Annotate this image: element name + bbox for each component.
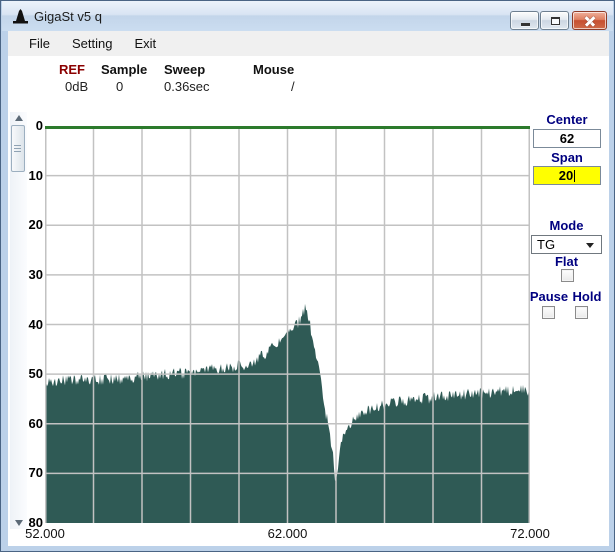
arrow-up-icon bbox=[14, 115, 23, 121]
mode-select[interactable]: TG bbox=[531, 235, 602, 254]
sample-label: Sample bbox=[101, 62, 148, 77]
sample-value: 0 bbox=[116, 79, 124, 94]
scrollbar-down-button[interactable] bbox=[10, 517, 27, 529]
spectrum-plot[interactable] bbox=[45, 126, 530, 523]
maximize-button[interactable] bbox=[540, 11, 569, 30]
span-input[interactable]: 20 bbox=[533, 166, 601, 185]
pause-checkbox[interactable] bbox=[542, 306, 555, 319]
scrollbar-up-button[interactable] bbox=[10, 112, 27, 124]
y-tick-label: 50 bbox=[28, 366, 43, 382]
mode-label: Mode bbox=[549, 218, 584, 233]
y-tick-label: 0 bbox=[35, 118, 43, 133]
sweep-label: Sweep bbox=[164, 62, 206, 77]
minimize-icon bbox=[520, 23, 530, 26]
y-tick-label: 30 bbox=[28, 266, 43, 282]
flat-checkbox[interactable] bbox=[561, 269, 574, 282]
close-icon bbox=[584, 15, 596, 27]
y-tick-label: 10 bbox=[28, 167, 43, 183]
scrollbar-grip-icon bbox=[14, 144, 21, 153]
sweep-value: 0.36sec bbox=[164, 79, 210, 94]
mouse-label: Mouse bbox=[253, 62, 295, 77]
minimize-button[interactable] bbox=[510, 11, 539, 30]
y-tick-label: 80 bbox=[28, 515, 43, 530]
y-tick-label: 60 bbox=[28, 415, 43, 431]
mode-value: TG bbox=[537, 237, 556, 252]
ref-value: 0dB bbox=[65, 79, 89, 94]
span-value: 20 bbox=[558, 168, 574, 183]
menu-file[interactable]: File bbox=[29, 36, 50, 51]
menu-exit[interactable]: Exit bbox=[134, 36, 157, 51]
flat-label: Flat bbox=[554, 254, 579, 269]
hold-checkbox[interactable] bbox=[575, 306, 588, 319]
y-tick-label: 40 bbox=[28, 316, 43, 332]
chevron-down-icon bbox=[586, 243, 594, 248]
arrow-down-icon bbox=[14, 520, 23, 526]
hold-label: Hold bbox=[572, 289, 602, 304]
center-label: Center bbox=[546, 112, 588, 127]
y-tick-label: 20 bbox=[28, 217, 43, 233]
span-label: Span bbox=[551, 150, 583, 165]
app-icon bbox=[13, 9, 28, 24]
x-tick-label: 72.000 bbox=[510, 526, 550, 541]
window-title: GigaSt v5 q bbox=[34, 9, 102, 24]
x-tick-label: 62.000 bbox=[267, 526, 308, 541]
ref-label: REF bbox=[59, 62, 85, 77]
pause-label: Pause bbox=[529, 289, 569, 304]
center-value: 62 bbox=[559, 131, 575, 146]
text-cursor bbox=[574, 170, 576, 182]
center-input[interactable]: 62 bbox=[533, 129, 601, 148]
scrollbar-thumb[interactable] bbox=[11, 125, 25, 172]
client-area: REF Sample Sweep Mouse 0dB 0 0.36sec / 0… bbox=[8, 56, 609, 546]
spectrum-trace bbox=[45, 126, 530, 523]
menu-setting[interactable]: Setting bbox=[71, 36, 113, 51]
y-tick-label: 70 bbox=[28, 465, 43, 481]
maximize-icon bbox=[550, 17, 560, 25]
ref-level-scrollbar[interactable] bbox=[10, 112, 27, 529]
title-bar[interactable]: GigaSt v5 q bbox=[2, 1, 613, 31]
mouse-value: / bbox=[291, 79, 295, 94]
menu-bar: File Setting Exit bbox=[8, 31, 609, 56]
close-button[interactable] bbox=[572, 11, 607, 30]
x-tick-label: 52.000 bbox=[25, 526, 65, 541]
